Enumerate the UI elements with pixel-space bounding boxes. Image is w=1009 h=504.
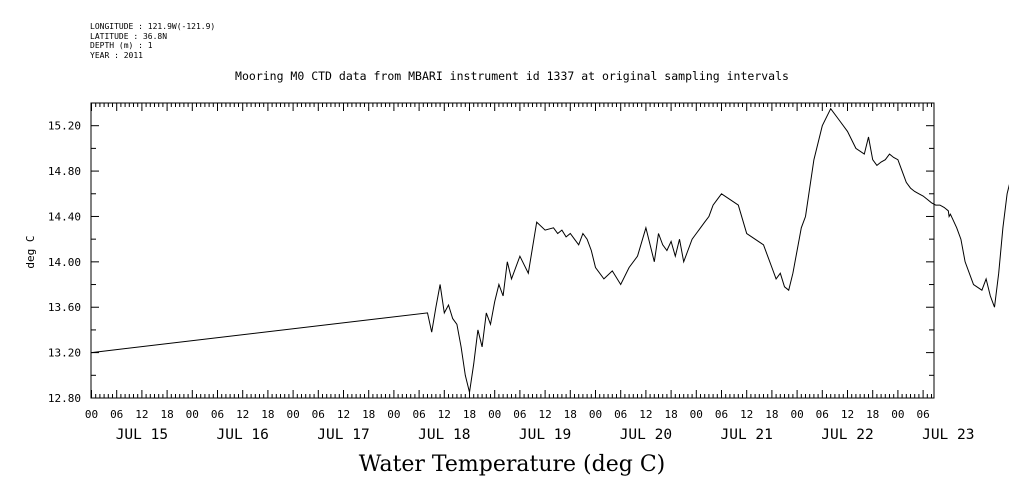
x-axis: 00 06 12 18 00 06 12 18 00 06 12 18 00 06 12 18 00 06 12 18… [85, 103, 974, 443]
y-axis-label: deg C [24, 235, 37, 268]
x-hour-label: 00 [589, 408, 602, 421]
y-tick-label: 14.00 [48, 256, 81, 269]
x-day-label: JUL 15 [116, 427, 168, 443]
x-day-label: JUL 22 [821, 427, 873, 443]
temperature-series-line [91, 107, 1009, 393]
latitude-label: LATITUDE : 36.8N [90, 31, 168, 41]
x-hour-label: 18 [564, 408, 577, 421]
x-hour-label: 06 [513, 408, 526, 421]
x-hour-label: 12 [740, 408, 753, 421]
x-hour-label: 00 [790, 408, 803, 421]
y-tick-label: 13.20 [48, 347, 81, 360]
depth-label: DEPTH (m) : 1 [90, 41, 153, 50]
chart-title: Mooring M0 CTD data from MBARI instrumen… [235, 69, 789, 83]
x-hour-label: 12 [135, 408, 148, 421]
x-day-label: JUL 18 [418, 427, 470, 443]
chart-caption: Water Temperature (deg C) [358, 452, 666, 477]
year-label: YEAR : 2011 [90, 50, 143, 60]
x-day-label: JUL 17 [317, 427, 369, 443]
x-day-label: JUL 19 [519, 427, 571, 443]
x-hour-label: 18 [866, 408, 879, 421]
y-tick-label: 12.80 [48, 392, 81, 405]
x-hour-label: 06 [916, 408, 929, 421]
x-hour-label: 06 [312, 408, 325, 421]
x-day-label: JUL 16 [217, 427, 269, 443]
series-group [91, 107, 1009, 393]
x-hour-label: 06 [715, 408, 728, 421]
x-hour-label: 18 [463, 408, 476, 421]
x-day-label: JUL 23 [922, 427, 974, 443]
y-tick-label: 14.40 [48, 210, 81, 223]
x-hour-label: 18 [160, 408, 173, 421]
x-day-label: JUL 21 [721, 427, 773, 443]
x-hour-label: 12 [438, 408, 451, 421]
y-tick-label: 14.80 [48, 165, 81, 178]
x-hour-label: 00 [186, 408, 199, 421]
x-hour-label: 06 [412, 408, 425, 421]
x-hour-label: 00 [286, 408, 299, 421]
x-hour-label: 06 [614, 408, 627, 421]
plot-frame [90, 102, 935, 399]
x-hour-label: 18 [362, 408, 375, 421]
x-hour-label: 00 [85, 408, 98, 421]
metadata-block: LONGITUDE : 121.9W(-121.9) LATITUDE : 36… [90, 22, 215, 60]
x-hour-label: 00 [387, 408, 400, 421]
longitude-label: LONGITUDE : 121.9W(-121.9) [90, 22, 216, 31]
x-hour-label: 18 [261, 408, 274, 421]
x-hour-label: 00 [891, 408, 904, 421]
x-hour-label: 18 [664, 408, 677, 421]
x-hour-label: 06 [816, 408, 829, 421]
x-hour-label: 00 [690, 408, 703, 421]
x-hour-label: 18 [765, 408, 778, 421]
x-hour-label: 12 [841, 408, 854, 421]
x-hour-label: 12 [538, 408, 551, 421]
y-axis: 12.80 13.20 13.60 14.00 14.40 14.80 15.20 [48, 102, 934, 405]
y-tick-label: 13.60 [48, 301, 81, 314]
x-hour-label: 12 [236, 408, 249, 421]
y-tick-label: 15.20 [48, 120, 81, 133]
x-hour-label: 06 [211, 408, 224, 421]
x-hour-label: 12 [639, 408, 652, 421]
x-day-label: JUL 20 [620, 427, 672, 443]
x-hour-label: 06 [110, 408, 123, 421]
x-hour-label: 00 [488, 408, 501, 421]
x-hour-label: 12 [337, 408, 350, 421]
